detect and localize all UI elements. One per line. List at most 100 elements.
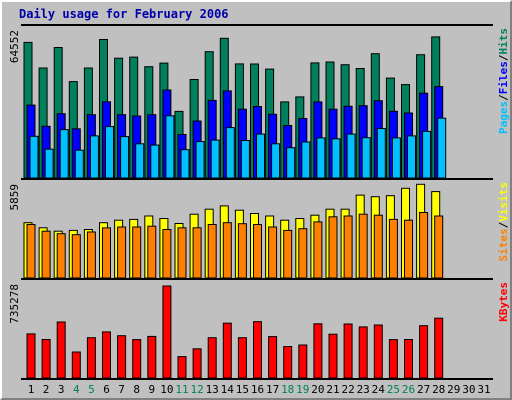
panel-separator [21, 378, 493, 380]
bar-kbytes-day-18 [283, 346, 293, 379]
day-label-15: 15 [236, 383, 249, 396]
day-label-20: 20 [311, 383, 324, 396]
bar-sites-day-10 [162, 229, 172, 279]
bar-pages-day-17 [271, 143, 281, 179]
bar-pages-day-16 [256, 133, 265, 179]
bar-kbytes-day-8 [132, 339, 142, 379]
bar-sites-day-13 [207, 224, 217, 279]
bar-sites-day-19 [298, 228, 308, 279]
bar-sites-day-17 [268, 226, 278, 279]
bar-kbytes-day-10 [162, 285, 172, 379]
bar-kbytes-day-14 [222, 322, 232, 379]
bar-sites-day-11 [177, 227, 187, 279]
bar-sites-day-1 [26, 224, 36, 279]
panel-visits-sites: 5859 Sites/Visits [8, 182, 510, 280]
bar-sites-day-25 [388, 218, 398, 279]
bar-pages-day-12 [195, 141, 205, 179]
legend-entry: Visits [497, 182, 510, 222]
bar-pages-day-9 [150, 144, 160, 179]
bar-kbytes-day-2 [41, 339, 51, 379]
legend-entry: / [497, 94, 510, 101]
bar-sites-day-12 [192, 227, 202, 279]
bar-kbytes-day-26 [404, 339, 413, 379]
day-label-24: 24 [372, 383, 386, 396]
bar-kbytes-day-11 [177, 356, 187, 379]
bar-sites-day-23 [358, 213, 368, 279]
day-label-30: 30 [462, 383, 475, 396]
bar-pages-day-15 [240, 140, 250, 179]
day-label-31: 31 [477, 383, 490, 396]
day-label-22: 22 [341, 383, 354, 396]
panel-max-label: 5859 [8, 184, 21, 211]
panel-max-label: 735278 [8, 284, 21, 324]
bar-pages-day-6 [105, 126, 114, 179]
day-label-5: 5 [88, 383, 95, 396]
bar-pages-day-28 [437, 117, 447, 179]
panel-separator [21, 278, 493, 280]
bar-pages-day-27 [422, 130, 432, 179]
day-label-11: 11 [175, 383, 188, 396]
bar-pages-day-3 [59, 129, 69, 179]
day-label-9: 9 [148, 383, 155, 396]
bar-pages-day-1 [29, 135, 39, 179]
bar-sites-day-27 [419, 212, 429, 279]
bar-kbytes-day-6 [102, 331, 111, 379]
bar-kbytes-day-5 [86, 337, 96, 379]
legend-entry: Pages [497, 101, 510, 134]
bar-kbytes-day-3 [56, 321, 66, 379]
day-label-8: 8 [133, 383, 140, 396]
legend-entry: Sites [497, 228, 510, 261]
day-axis: 1 2 3 4 5 6 7 8 9 10 11 12 13 14 15 16 17 18 19 20 21 22 23 24 2… [28, 383, 491, 396]
day-label-26: 26 [402, 383, 415, 396]
bar-kbytes-day-24 [373, 324, 383, 379]
bar-kbytes-day-15 [237, 337, 247, 379]
bar-kbytes-day-20 [313, 323, 323, 379]
bar-pages-day-22 [346, 133, 356, 179]
day-label-3: 3 [58, 383, 65, 396]
day-label-28: 28 [432, 383, 445, 396]
bar-kbytes-day-28 [434, 317, 444, 379]
day-label-18: 18 [281, 383, 294, 396]
bar-kbytes-day-4 [71, 351, 81, 379]
bar-pages-day-14 [225, 127, 235, 179]
panel-legend: Sites/Visits [497, 182, 510, 262]
bar-kbytes-day-13 [207, 337, 217, 379]
bar-sites-day-24 [373, 214, 383, 279]
day-label-2: 2 [43, 383, 50, 396]
bar-pages-day-19 [301, 141, 311, 179]
panel-legend: KBytes [497, 282, 510, 322]
bar-kbytes-day-25 [388, 339, 398, 379]
day-label-10: 10 [160, 383, 173, 396]
bar-sites-day-7 [117, 226, 127, 279]
bar-pages-day-10 [165, 115, 175, 179]
legend-entry: Hits [497, 28, 510, 55]
bar-sites-day-18 [283, 229, 293, 279]
panel-legend: Pages/Files/Hits [497, 28, 510, 134]
bar-sites-day-16 [253, 224, 262, 279]
day-label-7: 7 [118, 383, 125, 396]
legend-entry: KBytes [497, 282, 510, 322]
bar-kbytes-day-22 [343, 323, 353, 379]
bar-sites-day-4 [71, 234, 81, 279]
bar-pages-day-4 [74, 149, 84, 179]
bar-pages-day-8 [135, 143, 145, 179]
bar-pages-day-23 [361, 137, 371, 179]
day-label-1: 1 [28, 383, 35, 396]
bar-sites-day-21 [328, 216, 338, 279]
bar-sites-day-14 [222, 222, 232, 279]
bar-kbytes-day-17 [268, 336, 278, 379]
bar-kbytes-day-27 [419, 325, 429, 379]
bar-pages-day-5 [89, 135, 99, 179]
bar-kbytes-day-9 [147, 335, 157, 379]
day-label-19: 19 [296, 383, 309, 396]
bar-kbytes-day-19 [298, 344, 308, 379]
day-label-16: 16 [251, 383, 264, 396]
bar-sites-day-8 [132, 226, 142, 279]
day-label-14: 14 [221, 383, 235, 396]
bar-kbytes-day-21 [328, 333, 338, 379]
bar-kbytes-day-12 [192, 348, 202, 379]
panel-kbytes: 735278 KBytes [8, 282, 510, 380]
bar-pages-day-20 [316, 137, 326, 179]
